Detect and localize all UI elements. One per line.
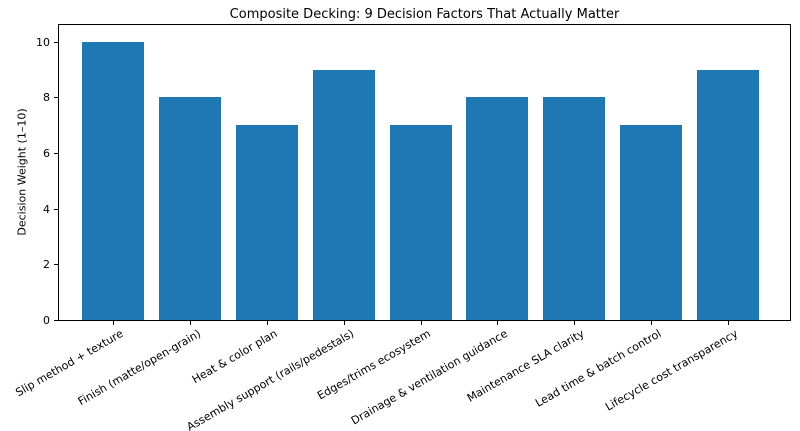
bar — [312, 70, 375, 320]
bar — [82, 42, 145, 320]
bar — [619, 125, 682, 320]
y-tick-mark — [54, 97, 58, 99]
y-tick-label: 4 — [43, 202, 50, 216]
x-tick-mark — [343, 321, 345, 325]
x-tick-label: Finish (matte/open-grain) — [75, 327, 203, 409]
y-tick-mark — [54, 208, 58, 210]
y-tick-label: 0 — [43, 314, 50, 327]
y-tick-mark — [54, 264, 58, 266]
x-tick-mark — [190, 321, 192, 325]
y-tick-label: 10 — [36, 35, 50, 49]
x-tick-mark — [574, 321, 576, 325]
bar — [235, 125, 298, 320]
plot-area — [58, 24, 791, 321]
x-tick-mark — [650, 321, 652, 325]
bar — [389, 125, 452, 320]
x-tick-label: Lead time & batch control — [532, 327, 664, 410]
y-tick-label: 6 — [43, 147, 50, 161]
x-tick-mark — [420, 321, 422, 325]
x-tick-mark — [113, 321, 115, 325]
x-tick-mark — [727, 321, 729, 325]
chart-title: Composite Decking: 9 Decision Factors Th… — [229, 7, 620, 22]
bar — [159, 97, 222, 320]
x-tick-mark — [266, 321, 268, 325]
y-tick-mark — [54, 153, 58, 155]
y-tick-mark — [54, 320, 58, 321]
bar — [543, 97, 606, 320]
bar — [696, 70, 759, 320]
y-tick-label: 2 — [43, 258, 50, 272]
y-tick-label: 8 — [43, 91, 50, 105]
x-tick-label: Lifecycle cost transparency — [603, 327, 741, 414]
y-tick-mark — [54, 41, 58, 43]
x-tick-mark — [497, 321, 499, 325]
y-axis-label: Decision Weight (1–10) — [15, 108, 29, 236]
x-tick-label: Drainage & ventilation guidance — [348, 327, 510, 428]
bar — [466, 97, 529, 320]
